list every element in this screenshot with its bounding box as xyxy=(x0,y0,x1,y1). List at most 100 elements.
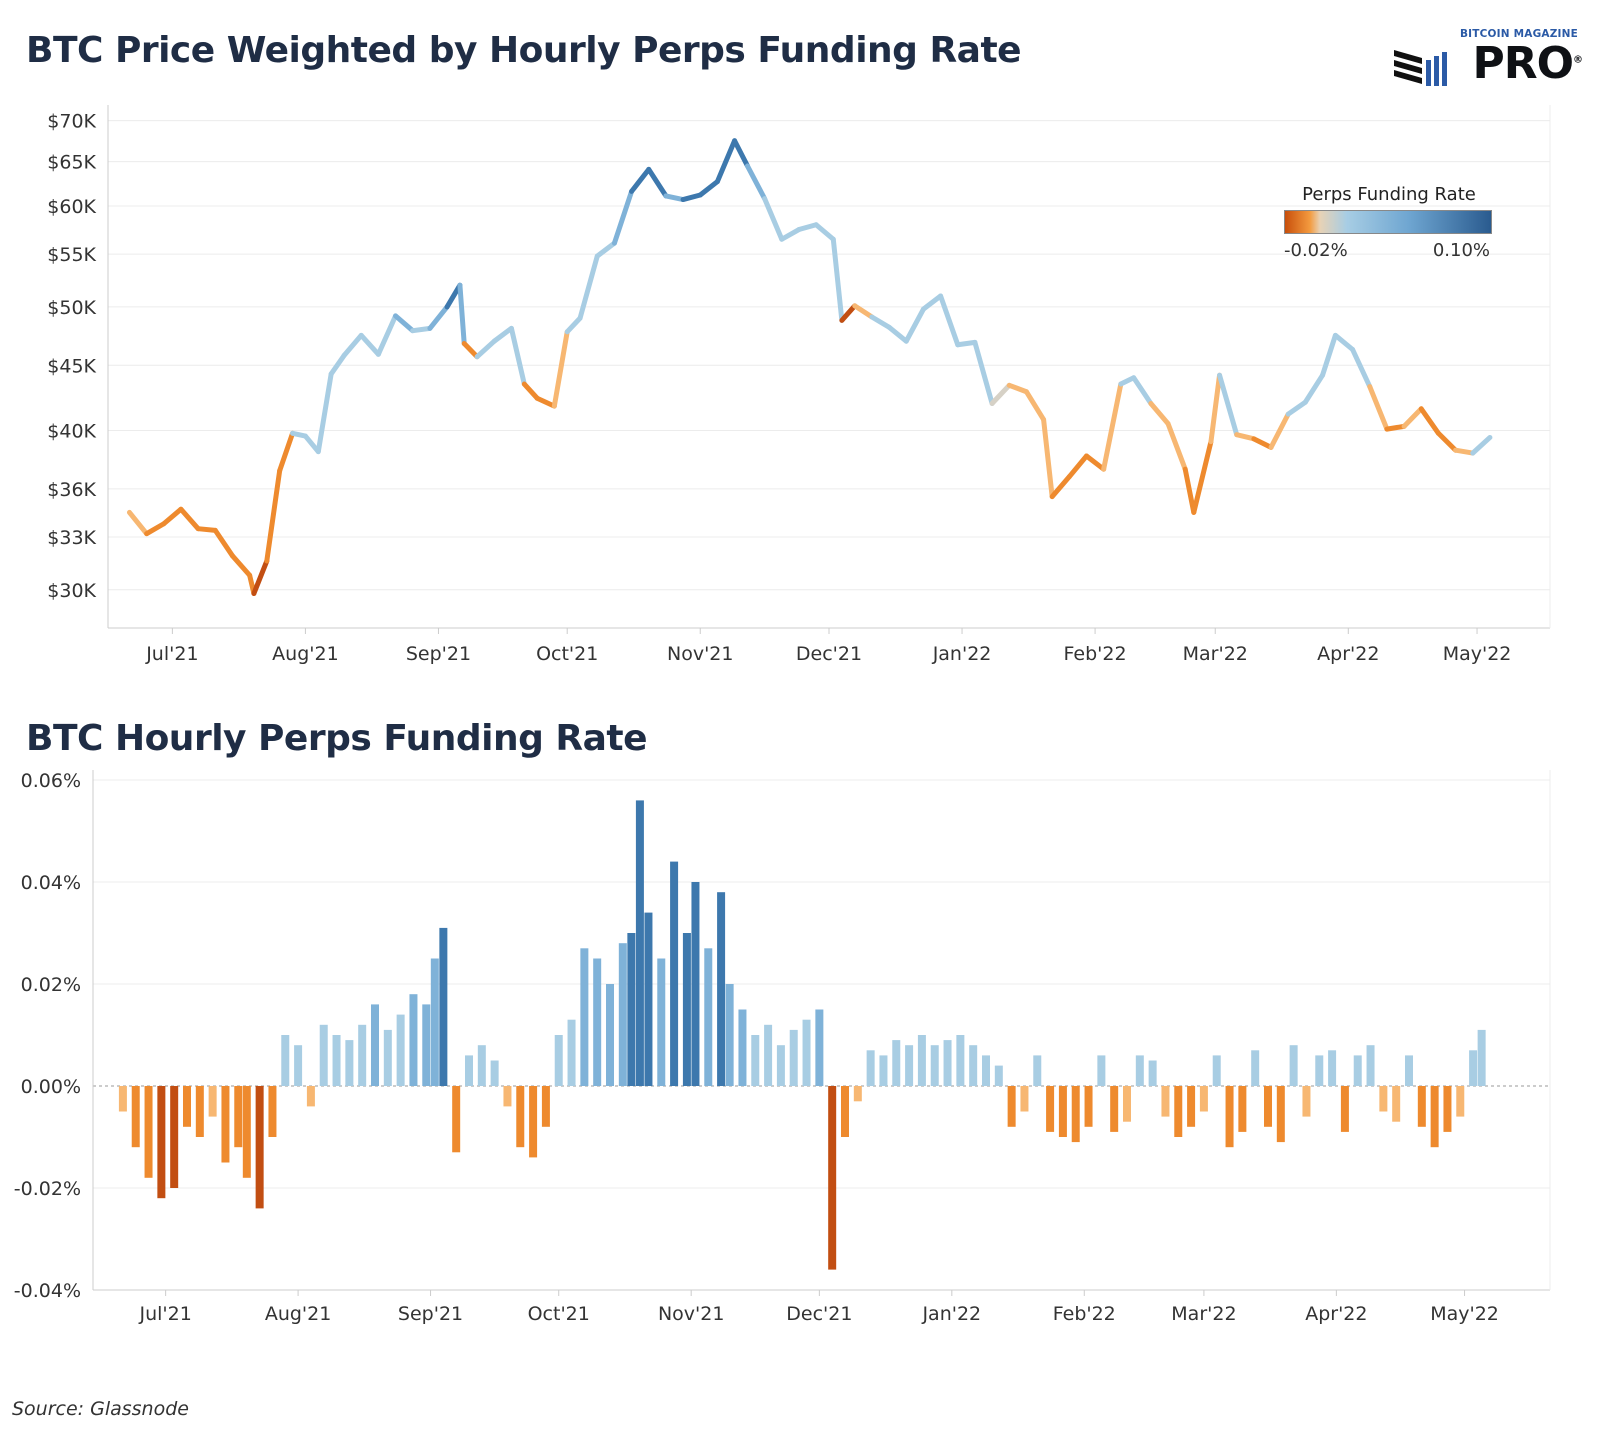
price-line-segment xyxy=(474,338,497,360)
price-line-segment xyxy=(277,430,296,474)
price-line-segment xyxy=(195,526,218,533)
funding-bar xyxy=(1046,1086,1055,1132)
funding-bar xyxy=(465,1055,473,1086)
funding-bar-chart: 0.06% 0.04% 0.02% 0.00% -0.02% -0.04% Jul'21 Au… xyxy=(14,770,1551,1325)
funding-bar xyxy=(118,1086,127,1112)
price-line-segment xyxy=(1208,372,1223,445)
price-x-tick-label: Sep'21 xyxy=(406,643,471,665)
funding-bar xyxy=(606,984,614,1086)
price-x-tick-label: Aug'21 xyxy=(272,643,339,665)
funding-bar xyxy=(1469,1050,1478,1086)
funding-bar xyxy=(452,1086,461,1153)
price-line-segment xyxy=(611,188,635,246)
logo-pro-text: PRO xyxy=(1472,38,1574,89)
funding-bar xyxy=(195,1086,204,1137)
funding-bar xyxy=(1340,1086,1349,1132)
price-line-segment xyxy=(1302,372,1326,405)
funding-bar xyxy=(930,1045,939,1086)
funding-bar xyxy=(439,927,448,1086)
legend-min-label: -0.02% xyxy=(1284,240,1348,261)
funding-bar xyxy=(1443,1086,1452,1132)
source-note: Source: Glassnode xyxy=(12,1398,189,1420)
funding-bar xyxy=(1328,1050,1337,1086)
price-line-segment xyxy=(796,222,819,233)
funding-bar xyxy=(1430,1086,1439,1148)
price-line-segment xyxy=(461,341,480,360)
logo-stripes-icon xyxy=(1394,50,1447,86)
funding-bar xyxy=(131,1086,140,1148)
funding-bar xyxy=(490,1060,499,1086)
price-line-segment xyxy=(302,433,321,455)
price-line-segment xyxy=(646,166,669,199)
price-line-segment xyxy=(1384,423,1407,432)
price-line-segment xyxy=(1084,453,1107,472)
funding-bar xyxy=(1264,1086,1272,1127)
price-line-segment xyxy=(1049,474,1072,500)
price-line-segment xyxy=(1148,400,1171,427)
funding-bar xyxy=(892,1040,901,1086)
price-line-segment xyxy=(1041,417,1055,500)
price-line-segment xyxy=(920,293,944,312)
funding-bar xyxy=(1071,1086,1080,1143)
price-y-tick-label: $36K xyxy=(47,479,96,501)
funding-bar xyxy=(255,1086,264,1209)
funding-bar xyxy=(396,1014,405,1086)
price-line-segment xyxy=(955,339,978,348)
funding-bar xyxy=(1058,1086,1067,1137)
funding-bar xyxy=(1456,1086,1465,1117)
funding-chart-axes: 0.06% 0.04% 0.02% 0.00% -0.02% -0.04% Jul'21 Au… xyxy=(14,770,1551,1325)
funding-x-tick-label: Feb'22 xyxy=(1053,1303,1116,1325)
funding-rate-legend: Perps Funding Rate -0.02% 0.10% xyxy=(1284,184,1494,274)
funding-x-tick-label: Dec'21 xyxy=(786,1303,852,1325)
price-line-segment xyxy=(629,166,652,194)
funding-bar xyxy=(1174,1086,1183,1137)
funding-x-tick-label: Sep'21 xyxy=(398,1303,463,1325)
funding-bar xyxy=(242,1086,251,1178)
price-y-tick-label: $45K xyxy=(47,355,96,377)
price-line-segment xyxy=(1350,346,1373,390)
price-line-segment xyxy=(1435,430,1459,453)
price-line-segment xyxy=(779,227,802,242)
price-line-chart: $70K $65K $60K $55K $50K $45K $40K $36K $33K $30K… xyxy=(47,105,1551,665)
price-line-segment xyxy=(1367,384,1390,432)
price-line-segment xyxy=(762,196,785,242)
price-line-segment xyxy=(1401,406,1424,429)
price-line-segment xyxy=(178,506,201,532)
price-line-segment xyxy=(1453,447,1476,456)
funding-bar xyxy=(1135,1055,1144,1086)
price-line-segment xyxy=(1332,332,1356,352)
funding-bar xyxy=(306,1086,315,1107)
funding-bar xyxy=(1097,1055,1106,1086)
funding-bar xyxy=(657,958,666,1086)
price-x-tick-label: May'22 xyxy=(1443,643,1512,665)
price-line-segment xyxy=(1470,434,1493,456)
funding-bar xyxy=(234,1086,243,1148)
price-y-tick-label: $55K xyxy=(47,244,96,266)
price-line-segment xyxy=(903,306,926,344)
price-x-tick-label: Feb'22 xyxy=(1064,643,1127,665)
price-line-segment xyxy=(427,304,450,331)
price-line-segment xyxy=(1006,382,1029,395)
price-line-segment xyxy=(315,371,334,455)
price-line-segment xyxy=(744,163,768,202)
funding-y-tick-label: 0.00% xyxy=(21,1076,81,1098)
funding-bar xyxy=(956,1035,965,1086)
logo-line1: BITCOIN MAGAZINE xyxy=(1459,28,1578,40)
funding-bar xyxy=(294,1045,303,1086)
price-y-tick-label: $70K xyxy=(47,111,96,133)
price-line-segment xyxy=(663,193,686,203)
price-x-tick-label: Dec'21 xyxy=(796,643,862,665)
funding-bar-series xyxy=(118,800,1486,1270)
funding-bar xyxy=(969,1045,978,1086)
funding-bar xyxy=(635,800,644,1086)
funding-x-tick-label: Jul'21 xyxy=(138,1303,191,1325)
funding-bar xyxy=(1238,1086,1247,1132)
logo-line2: PRO® xyxy=(1472,38,1583,89)
funding-bar xyxy=(1187,1086,1196,1127)
funding-bar xyxy=(1276,1086,1285,1143)
price-line-segment xyxy=(886,324,909,344)
price-line-segment xyxy=(732,138,750,169)
price-line-segment xyxy=(989,382,1012,406)
funding-bar xyxy=(1033,1055,1042,1086)
price-line-segment xyxy=(229,553,253,578)
